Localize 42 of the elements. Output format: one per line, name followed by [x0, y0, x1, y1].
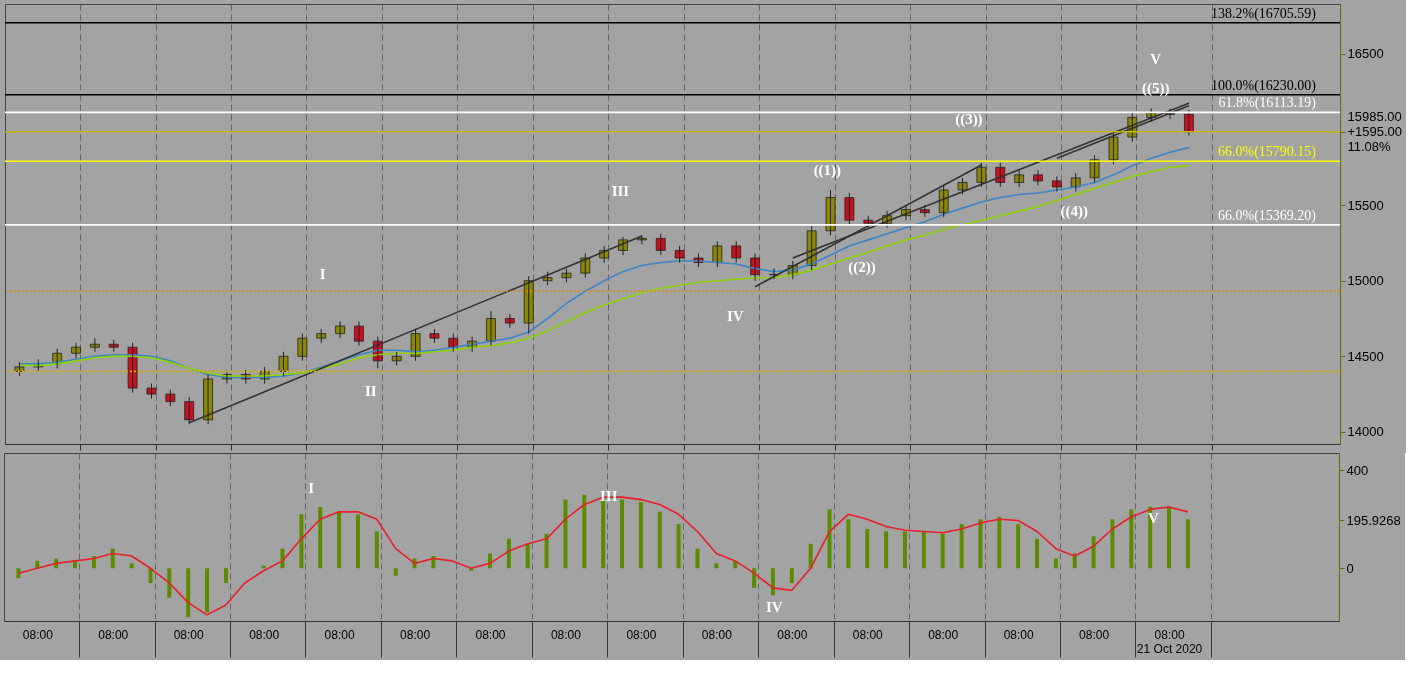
annotation: I [308, 480, 315, 497]
annotation: II [364, 382, 377, 399]
x-tick-label: 08:00 [852, 627, 884, 642]
y-tick-label: 400 [1346, 462, 1369, 478]
annotation: IV [765, 598, 783, 615]
y-tick-label: 0 [1346, 560, 1354, 576]
annotation: ((1)) [813, 162, 842, 180]
x-tick-label: 08:00 [1079, 627, 1110, 642]
ref-line-label: 66.0%(15790.15) [1218, 144, 1317, 161]
x-tick-label: 08:00 [173, 627, 205, 642]
x-tick-label: 08:00 [475, 627, 506, 642]
x-tick-label: 08:00 [249, 627, 280, 642]
ref-line-label: 100.0%(16230.00) [1211, 77, 1317, 94]
annotation: I [319, 265, 326, 282]
y-tick-label: 15500 [1347, 197, 1384, 213]
y-tick-label: 14000 [1347, 424, 1384, 440]
y-tick-label: 16500 [1347, 46, 1384, 62]
x-tick-label: 08:00 [98, 627, 129, 642]
y-tick-label: 15000 [1347, 273, 1384, 289]
x-tick-label: 08:00 [626, 627, 657, 642]
x-tick-label: 08:00 [400, 627, 431, 642]
x-tick-label: 08:00 [1003, 627, 1034, 642]
x-tick-label: 08:00 [550, 627, 582, 642]
x-tick-label: 08:00 [928, 627, 959, 642]
annotation: ((5)) [1142, 79, 1170, 97]
annotation: ((3)) [955, 111, 983, 129]
annotation: III [611, 182, 630, 199]
x-tick-label: 08:00 [777, 627, 808, 642]
ref-line-label: 138.2%(16705.59) [1211, 5, 1317, 22]
y-tick-label: 15985.00 +1595.00 11.08% [1347, 109, 1403, 155]
annotation: ((2)) [848, 259, 876, 277]
x-tick-label: 08:00 [22, 627, 54, 642]
ref-line-label: 61.8%(16113.19) [1218, 95, 1317, 112]
y-tick-label: 195.9268 [1346, 512, 1401, 528]
x-tick-label: 08:00 21 Oct 2020 [1136, 627, 1203, 656]
y-tick-label: 14500 [1347, 348, 1384, 364]
x-tick-label: 08:00 [701, 627, 733, 642]
annotation: ((4)) [1060, 202, 1089, 220]
x-tick-label: 08:00 [324, 627, 355, 642]
annotation: V [1150, 51, 1162, 67]
ref-line-label: 66.0%(15369.20) [1218, 207, 1317, 224]
annotation: IV [726, 307, 744, 324]
